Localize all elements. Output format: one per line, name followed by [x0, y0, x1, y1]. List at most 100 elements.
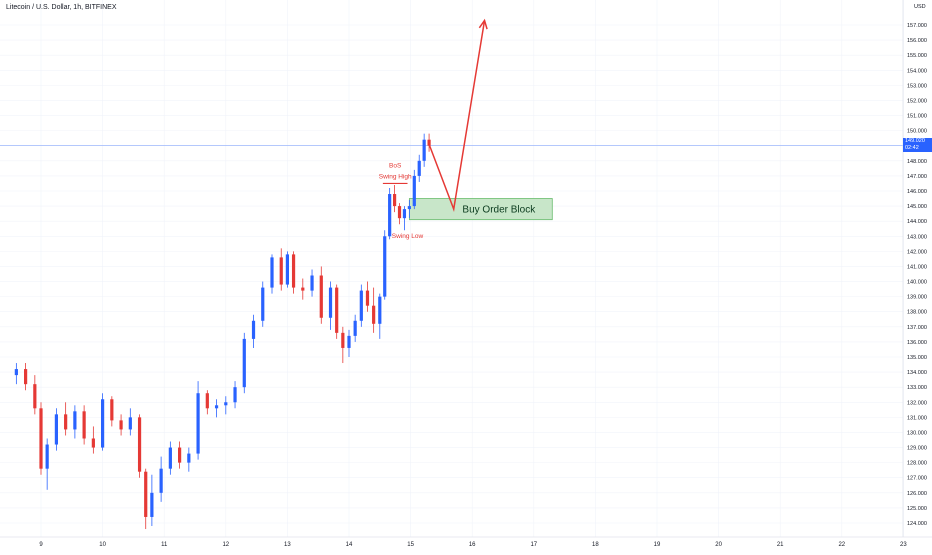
- candle-down: [301, 287, 305, 291]
- candle-down: [279, 257, 283, 285]
- candle-up: [159, 468, 163, 493]
- price-tick-label: 129.000: [907, 446, 927, 452]
- time-tick-label: 10: [99, 542, 106, 548]
- candle-up: [353, 320, 357, 336]
- price-tick-label: 142.000: [907, 249, 927, 255]
- price-tick-label: 156.000: [907, 38, 927, 44]
- projection-path: [428, 20, 486, 212]
- candle-down: [392, 194, 397, 207]
- price-tick-label: 140.000: [907, 280, 927, 286]
- candle-up: [285, 254, 289, 285]
- candle-up: [407, 206, 411, 210]
- candle-down: [39, 408, 43, 469]
- bar-countdown: 02:42: [905, 145, 919, 152]
- price-tick-label: 146.000: [907, 189, 927, 195]
- candle-down: [91, 438, 95, 448]
- candle-up: [359, 290, 363, 321]
- price-tick-label: 141.000: [907, 264, 927, 270]
- candle-down: [137, 417, 142, 472]
- candle-up: [54, 414, 58, 445]
- price-tick-label: 143.000: [907, 234, 927, 240]
- time-tick-label: 17: [530, 542, 537, 548]
- candle-up: [128, 417, 132, 430]
- candle-down: [64, 414, 68, 430]
- candle-up: [422, 139, 426, 161]
- buy-order-block-label: Buy Order Block: [462, 205, 536, 216]
- time-tick-label: 14: [346, 542, 353, 548]
- price-tick-label: 153.000: [907, 83, 927, 89]
- time-tick-label: 12: [222, 542, 229, 548]
- time-tick-label: 11: [161, 542, 168, 548]
- time-tick-label: 16: [469, 542, 476, 548]
- candle-up: [388, 194, 392, 237]
- price-tick-label: 136.000: [907, 340, 927, 346]
- last-price-tag: 149.020 02:42: [903, 138, 932, 153]
- price-tick-label: 138.000: [907, 310, 927, 316]
- price-tick-label: 124.000: [907, 521, 927, 527]
- time-tick-label: 21: [777, 542, 784, 548]
- time-tick-label: 9: [39, 542, 43, 548]
- candle-up: [242, 338, 246, 388]
- projection-arrow-head: [478, 18, 488, 30]
- candle-up: [328, 287, 333, 318]
- price-tick-label: 151.000: [907, 114, 927, 120]
- price-tick-label: 137.000: [907, 325, 927, 331]
- candle-down: [119, 420, 123, 430]
- price-tick-label: 148.000: [907, 159, 927, 165]
- candle-down: [33, 384, 37, 409]
- time-axis: 9 10 11 12 13 14 15 16 17 18 19 20 21 22 23: [39, 542, 907, 548]
- candle-down: [291, 254, 296, 288]
- swing-low-label: Swing Low: [392, 233, 424, 240]
- time-tick-label: 23: [900, 542, 907, 548]
- candle-up: [150, 492, 154, 517]
- price-tick-label: 134.000: [907, 370, 927, 376]
- grid: [0, 0, 904, 537]
- price-tick-label: 145.000: [907, 204, 927, 210]
- candle-up: [383, 236, 387, 297]
- last-price-value: 149.020: [905, 138, 925, 145]
- candle-down: [82, 411, 86, 439]
- price-tick-label: 130.000: [907, 430, 927, 436]
- price-tick-label: 127.000: [907, 476, 927, 482]
- time-tick-label: 18: [592, 542, 599, 548]
- candle-down: [427, 139, 431, 146]
- price-axis: 124.000 125.000 126.000 127.000 128.000 129.0…: [907, 23, 927, 527]
- candle-down: [205, 393, 209, 409]
- candle-down: [397, 206, 402, 219]
- candle-down: [372, 305, 376, 324]
- currency-label: USD: [914, 4, 926, 10]
- candle-up: [168, 447, 172, 469]
- candle-down: [178, 447, 182, 463]
- price-tick-label: 139.000: [907, 295, 927, 301]
- candle-up: [310, 275, 314, 291]
- candle-down: [341, 332, 345, 348]
- candle-up: [224, 402, 228, 406]
- candle-down: [335, 287, 339, 333]
- candle-down: [110, 399, 114, 421]
- price-tick-label: 135.000: [907, 355, 927, 361]
- candle-down: [319, 275, 323, 318]
- chart-title: Litecoin / U.S. Dollar, 1h, BITFINEX: [6, 4, 117, 11]
- candle-up: [417, 160, 421, 176]
- time-tick-label: 19: [654, 542, 661, 548]
- price-tick-label: 132.000: [907, 400, 927, 406]
- price-tick-label: 150.000: [907, 129, 927, 135]
- time-tick-label: 22: [838, 542, 845, 548]
- price-tick-label: 154.000: [907, 68, 927, 74]
- candle-up: [233, 387, 237, 403]
- bos-label: BoS: [389, 162, 402, 169]
- time-tick-label: 20: [715, 542, 722, 548]
- price-tick-label: 157.000: [907, 23, 927, 29]
- candle-up: [14, 369, 18, 376]
- candle-up: [402, 209, 407, 219]
- price-tick-label: 147.000: [907, 174, 927, 180]
- candle-up: [196, 393, 200, 454]
- price-tick-label: 133.000: [907, 385, 927, 391]
- candle-up: [270, 257, 274, 288]
- candle-down: [365, 290, 370, 306]
- candle-up: [214, 405, 219, 409]
- candle-up: [378, 296, 382, 324]
- price-tick-label: 128.000: [907, 461, 927, 467]
